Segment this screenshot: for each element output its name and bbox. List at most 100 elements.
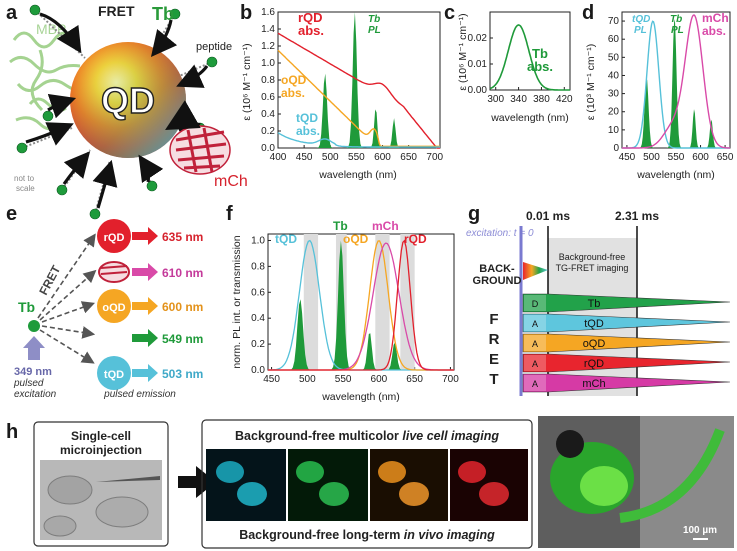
e-tb-label: Tb [18, 299, 35, 315]
mcherry-protein [169, 125, 231, 175]
g-row-wedge [522, 313, 731, 333]
g-background-wedge [523, 262, 548, 280]
g-row-tag: A [532, 319, 538, 329]
g-t2: 2.31 ms [615, 209, 659, 223]
panel-f-label: f [226, 203, 233, 225]
f-rqd-line [268, 239, 454, 371]
h-live-label: Background-free multicolor live cell ima… [235, 429, 499, 443]
f-filter-band [375, 234, 390, 370]
panel-d-ticks: 450 500 550 600 650 0 10 20 30 40 50 60 70 [608, 16, 734, 163]
g-row-tag: A [532, 379, 538, 389]
g-row-name: mCh [582, 378, 605, 390]
g-row-tagbox [524, 375, 546, 391]
y-tick-label: 20 [608, 107, 620, 118]
panel-f-marks [268, 234, 454, 371]
x-tick-label: 650 [717, 152, 734, 163]
x-tick-label: 500 [643, 152, 660, 163]
e-excitation: excitation [14, 389, 57, 400]
panel-e-label: e [6, 203, 17, 225]
g-row-tagbox [524, 315, 546, 331]
f-label-mch: mCh [372, 219, 399, 233]
h-single-2: microinjection [60, 443, 142, 457]
y-tick-label: 30 [608, 89, 620, 100]
f-label-tqd: tQD [275, 232, 297, 246]
panel-h-label: h [6, 421, 18, 443]
x-tick-label: 420 [556, 94, 573, 105]
g-bgfree-2: TG-FRET imaging [556, 263, 629, 273]
g-row-name: oQD [583, 338, 606, 350]
fret-label: FRET [98, 3, 135, 19]
panel-c-marks [489, 24, 570, 91]
e-pulsed-emission: pulsed emission [103, 389, 176, 400]
y-tick-label: 0.2 [261, 126, 275, 137]
d-mch-abs-line [622, 14, 731, 149]
g-row-tagbox [524, 355, 546, 371]
x-tick-label: 450 [263, 374, 280, 385]
e-node-oqd [97, 289, 131, 323]
x-tick-label: 700 [426, 152, 443, 163]
c-tb-label: Tb [532, 46, 548, 61]
panel-b: b 400 450 500 550 600 650 700 0.0 0.2 0.4 0.6 0.8 1.… [240, 2, 444, 181]
g-letter-f: F [489, 311, 498, 328]
y-tick-label: 1.4 [261, 24, 275, 35]
g-excitation: excitation: t = 0 [466, 228, 534, 239]
f-label-rqd: rQD [404, 232, 427, 246]
e-node-oqd-label: oQD [102, 302, 125, 314]
panel-b-label: b [240, 2, 252, 24]
g-row-tagbox [524, 295, 546, 311]
y-tick-label: 0.0 [261, 143, 275, 154]
f-label-tb: Tb [333, 219, 348, 233]
d-xlabel: wavelength (nm) [636, 169, 715, 181]
d-tb-pl-area [622, 19, 730, 149]
x-tick-label: 500 [322, 152, 339, 163]
d-mch-2: abs. [702, 24, 726, 38]
panel-b-marks [277, 12, 440, 149]
panel-c-label: c [444, 2, 455, 24]
e-nm-503: 503 nm [162, 367, 203, 381]
f-xlabel: wavelength (nm) [321, 391, 400, 403]
d-tb-2: PL [671, 25, 684, 36]
g-bg-2: GROUND [473, 275, 522, 287]
c-abs-label: abs. [527, 59, 553, 74]
e-node-mch [98, 261, 130, 283]
y-tick-label: 60 [608, 34, 620, 45]
h-vivo-label: Background-free long-term in vivo imagin… [239, 528, 495, 542]
b-rqd-label-2: abs. [298, 23, 324, 38]
x-tick-label: 600 [692, 152, 709, 163]
x-tick-label: 400 [270, 152, 287, 163]
b-tbpl-label-2: PL [368, 25, 381, 36]
c-xlabel: wavelength (nm) [490, 112, 569, 124]
g-bg-1: BACK- [479, 263, 515, 275]
panel-c-ticks: 300 340 380 420 0.00 0.01 0.02 [468, 33, 574, 105]
e-nm-600: 600 nm [162, 300, 203, 314]
x-tick-label: 300 [487, 94, 504, 105]
panel-d-marks [622, 14, 731, 149]
y-tick-label: 10 [608, 125, 620, 136]
g-row-name: tQD [584, 318, 604, 330]
b-oqd-label-1: oQD [281, 73, 307, 87]
panel-f-ticks: 450 500 550 600 650 700 0.0 0.2 0.4 0.6 0.8 1.0 [251, 235, 459, 385]
panel-h: h Single-cell microinjection Background-… [6, 416, 734, 549]
x-tick-label: 550 [668, 152, 685, 163]
y-tick-label: 0.00 [468, 85, 488, 96]
e-pulsed: pulsed [13, 378, 44, 389]
x-tick-label: 340 [510, 94, 527, 105]
x-tick-label: 550 [335, 374, 352, 385]
h-box-imaging [201, 419, 533, 549]
f-label-oqd: oQD [343, 232, 369, 246]
x-tick-label: 380 [533, 94, 550, 105]
y-tick-label: 0.2 [251, 339, 265, 350]
c-tb-abs-line [489, 24, 570, 91]
x-tick-label: 600 [371, 374, 388, 385]
y-tick-label: 1.2 [261, 41, 275, 52]
e-emission-arrows [132, 227, 158, 382]
g-row-wedge [522, 373, 731, 393]
g-letter-e: E [489, 351, 499, 368]
g-row-tag: A [532, 339, 538, 349]
e-nm-549: 549 nm [162, 332, 203, 346]
g-row-tagbox [524, 335, 546, 351]
panel-c-axes [489, 11, 571, 91]
y-tick-label: 0.8 [251, 261, 265, 272]
